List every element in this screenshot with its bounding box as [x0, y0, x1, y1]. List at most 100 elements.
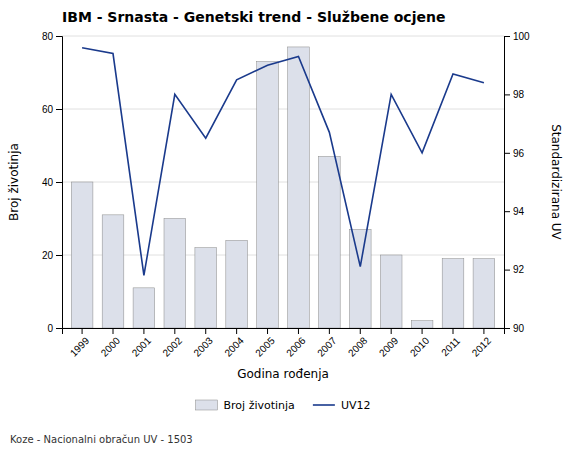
- tick: 2000: [99, 328, 123, 359]
- tick: 0: [47, 323, 62, 334]
- tick: 100: [504, 31, 530, 42]
- axis: 1999200020012002200320042005200620072008…: [63, 328, 505, 359]
- plot-area: 1999200020012002200320042005200620072008…: [42, 31, 530, 359]
- grid-line: [62, 36, 504, 37]
- tick-label: 2004: [222, 335, 246, 359]
- tick-label: 1999: [68, 335, 92, 359]
- tick: 2001: [130, 328, 154, 359]
- bar: [473, 259, 495, 328]
- tick-label: 40: [42, 177, 54, 188]
- axis-line: [505, 37, 511, 329]
- tick-mark: [504, 94, 510, 95]
- bar: [380, 255, 402, 328]
- bar: [164, 219, 186, 329]
- tick: 2009: [377, 328, 401, 359]
- tick: 2005: [253, 328, 277, 359]
- bar: [319, 156, 341, 328]
- tick-label: 90: [513, 323, 525, 334]
- legend-swatch: [196, 400, 218, 410]
- tick: 2004: [222, 328, 246, 359]
- tick-mark: [329, 328, 330, 334]
- tick-mark: [56, 182, 62, 183]
- tick-mark: [82, 328, 83, 334]
- tick-label: 60: [42, 104, 54, 115]
- tick-mark: [504, 270, 510, 271]
- y-axis-title: Broj životinja: [7, 143, 21, 221]
- tick-mark: [504, 153, 510, 154]
- tick-mark: [205, 328, 206, 334]
- tick: 2002: [160, 328, 184, 359]
- line: [82, 48, 484, 276]
- tick-label: 92: [513, 264, 525, 275]
- tick: 2012: [470, 328, 494, 359]
- tick: 60: [42, 104, 62, 115]
- tick-label: 2012: [470, 335, 494, 359]
- tick-label: 2011: [439, 335, 462, 358]
- tick: 20: [42, 250, 62, 261]
- tick: 2011: [439, 328, 462, 358]
- tick-mark: [422, 328, 423, 334]
- tick: 40: [42, 177, 62, 188]
- tick-mark: [113, 328, 114, 334]
- tick: 94: [504, 206, 525, 217]
- tick-mark: [56, 36, 62, 37]
- x-axis-title: Godina rođenja: [237, 367, 329, 381]
- tick-label: 2006: [284, 335, 308, 359]
- tick-label: 2000: [99, 335, 123, 359]
- tick-label: 2002: [160, 335, 184, 359]
- bar: [288, 47, 310, 328]
- tick-label: 96: [513, 148, 525, 159]
- bar: [442, 259, 464, 328]
- bar: [71, 182, 93, 328]
- tick-mark: [143, 328, 144, 334]
- tick-label: 0: [47, 323, 53, 334]
- annotation: Koze - Nacionalni obračun UV - 1503: [10, 434, 193, 445]
- grid: [62, 36, 504, 328]
- grid-line: [62, 182, 504, 183]
- chart: 1999200020012002200320042005200620072008…: [0, 0, 566, 453]
- tick-mark: [56, 255, 62, 256]
- tick: 92: [504, 264, 525, 275]
- tick-label: 98: [513, 89, 525, 100]
- legend: Broj životinja UV12: [196, 399, 371, 412]
- tick-label: 2005: [253, 335, 277, 359]
- tick-mark: [56, 328, 62, 329]
- tick-label: 2009: [377, 335, 401, 359]
- grid-line: [62, 109, 504, 110]
- tick: 2008: [346, 328, 370, 359]
- bar: [195, 248, 217, 328]
- axis-line: [56, 37, 63, 329]
- tick-label: 94: [513, 206, 525, 217]
- tick: 2003: [191, 328, 215, 359]
- grid-line: [62, 255, 504, 256]
- tick: 90: [504, 323, 525, 334]
- tick-mark: [298, 328, 299, 334]
- marks: [71, 47, 494, 328]
- tick-label: 2003: [191, 335, 215, 359]
- tick-mark: [56, 109, 62, 110]
- tick-label: 80: [42, 31, 54, 42]
- bar: [133, 288, 155, 328]
- tick-mark: [504, 36, 510, 37]
- tick-mark: [236, 328, 237, 334]
- legend-label: UV12: [341, 399, 371, 412]
- tick-mark: [360, 328, 361, 334]
- axis: 90 92 94 96 98 100: [504, 31, 530, 334]
- tick-mark: [504, 328, 510, 329]
- title: IBM - Srnasta - Genetski trend - Služben…: [62, 9, 445, 25]
- tick-mark: [483, 328, 484, 334]
- legend-swatch: [313, 404, 335, 406]
- bar: [257, 62, 279, 328]
- bar: [102, 215, 124, 328]
- tick: 98: [504, 89, 525, 100]
- tick-label: 2001: [130, 335, 154, 359]
- axis: 0 20 40 60 80: [42, 31, 63, 334]
- legend-item: Broj životinja: [196, 399, 295, 412]
- bar: [349, 229, 371, 328]
- legend-label: Broj životinja: [224, 399, 295, 412]
- tick-mark: [267, 328, 268, 334]
- tick-mark: [174, 328, 175, 334]
- y2-axis-title: Standardizirana UV: [549, 124, 563, 240]
- axis-line: [63, 329, 505, 335]
- tick: 2010: [408, 328, 432, 359]
